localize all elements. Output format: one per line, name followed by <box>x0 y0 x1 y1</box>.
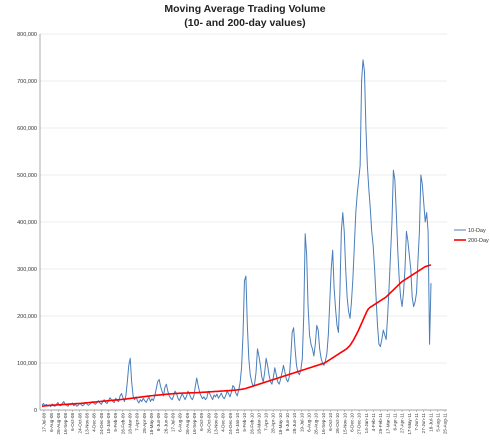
x-tick-label: 6-Aug-09 <box>178 413 183 432</box>
x-tick-label: 17-Mar-11 <box>385 413 390 434</box>
x-tick-label: 6-Oct-09 <box>199 413 204 431</box>
x-tick-label: 15-Nov-10 <box>342 413 347 435</box>
x-tick-label: 5-Feb-09 <box>113 413 118 432</box>
legend-label: 200-Day <box>468 238 489 244</box>
x-tick-label: 15-Jan-10 <box>235 413 240 434</box>
y-tick-label: 700,000 <box>17 79 37 85</box>
x-tick-label: 7-Apr-10 <box>264 413 269 431</box>
x-tick-label: 26-Feb-09 <box>120 413 125 435</box>
x-tick-label: 4-Dec-09 <box>221 413 226 432</box>
series-line-1 <box>41 264 432 408</box>
x-tick-label: 17-Jul-09 <box>170 413 175 433</box>
chart-subtitle: (10- and 200-day values) <box>184 17 305 29</box>
x-tick-label: 4-Feb-11 <box>371 413 376 432</box>
gridlines <box>40 33 447 364</box>
x-tick-label: 28-Apr-09 <box>142 413 147 434</box>
x-tick-label: 18-Mar-10 <box>256 413 261 435</box>
x-tick-label: 26-Feb-10 <box>249 413 254 435</box>
x-tick-label: 13-Nov-08 <box>85 413 90 435</box>
y-tick-label: 200,000 <box>17 314 37 320</box>
x-tick-label: 16-Sep-09 <box>192 413 197 435</box>
x-tick-label: 5-Aug-11 <box>435 413 440 432</box>
series-lines <box>41 59 432 408</box>
x-tick-label: 13-Nov-09 <box>213 413 218 435</box>
x-tick-label: 25-Feb-11 <box>378 413 383 434</box>
y-tick-label: 600,000 <box>17 126 37 132</box>
x-tick-label: 7-Apr-09 <box>135 413 140 431</box>
x-tick-label: 18-May-10 <box>278 413 283 435</box>
x-tick-label: 26-Oct-10 <box>335 413 340 434</box>
x-tick-label: 26-Aug-09 <box>185 413 190 435</box>
x-tick-label: 6-Oct-08 <box>70 413 75 431</box>
x-tick-label: 8-Jun-10 <box>285 413 290 432</box>
x-tick-label: 6-Dec-10 <box>350 413 355 432</box>
x-tick-label: 28-Jun-10 <box>292 413 297 434</box>
x-tick-label: 26-Jun-09 <box>163 413 168 434</box>
x-tick-label: 18-Mar-09 <box>128 413 133 435</box>
x-tick-label: 6-Aug-10 <box>307 413 312 432</box>
x-tick-label: 8-Jun-09 <box>156 413 161 432</box>
x-tick-label: 26-Aug-08 <box>56 413 61 435</box>
x-tick-label: 24-Oct-08 <box>77 413 82 434</box>
x-tick-label: 26-Oct-09 <box>206 413 211 434</box>
x-tick-label: 27-Apr-11 <box>400 413 405 434</box>
x-tick-label: 7-Jun-11 <box>414 413 419 431</box>
x-tick-label: 16-Sep-10 <box>321 413 326 435</box>
x-tick-label: 5-Feb-10 <box>242 413 247 432</box>
x-tick-label: 25-Aug-11 <box>443 413 448 435</box>
y-tick-label: 100,000 <box>17 361 37 367</box>
x-tick-label: 6-Apr-11 <box>392 413 397 431</box>
x-tick-label: 28-Apr-10 <box>271 413 276 434</box>
x-tick-label: 6-Oct-10 <box>328 413 333 431</box>
y-tick-label: 0 <box>34 408 37 414</box>
x-tick-label: 16-Sep-08 <box>63 413 68 435</box>
x-tick-label: 17-May-11 <box>407 413 412 435</box>
legend: 10-Day 200-Day <box>454 228 489 244</box>
series-line-0 <box>41 59 432 408</box>
x-tick-label: 15-Jan-09 <box>106 413 111 434</box>
x-tick-label: 27-Jun-11 <box>421 413 426 434</box>
x-tick-label: 14-Jan-11 <box>364 413 369 434</box>
x-tick-label: 24-Dec-09 <box>228 413 233 435</box>
x-tick-label: 17-Jul-08 <box>42 413 47 433</box>
x-tick-label: 27-Dec-10 <box>357 413 362 435</box>
x-tick-label: 19-Jul-10 <box>299 413 304 433</box>
y-tick-label: 300,000 <box>17 267 37 273</box>
x-tick-label: 6-Aug-08 <box>49 413 54 432</box>
x-tick-label: 18-Jul-11 <box>428 413 433 432</box>
chart-title: Moving Average Trading Volume <box>164 3 325 15</box>
y-tick-label: 800,000 <box>17 32 37 38</box>
y-tick-label: 500,000 <box>17 173 37 179</box>
y-tick-label: 400,000 <box>17 220 37 226</box>
legend-label: 10-Day <box>468 228 486 234</box>
x-tick-label: 4-Dec-08 <box>92 413 97 432</box>
x-tick-label: 18-May-09 <box>149 413 154 435</box>
x-tick-label: 24-Dec-08 <box>99 413 104 435</box>
y-axis-tick-labels: 0 100,000 200,000 300,000 400,000 500,000 600,… <box>17 32 37 414</box>
x-axis-tick-labels: 17-Jul-08 6-Aug-08 26-Aug-08 16-Sep-08 6-Oct… <box>42 410 448 435</box>
x-tick-label: 26-Aug-10 <box>314 413 319 435</box>
